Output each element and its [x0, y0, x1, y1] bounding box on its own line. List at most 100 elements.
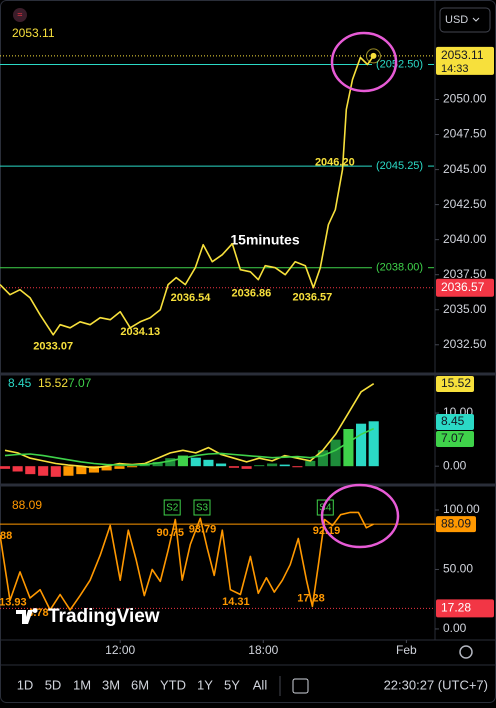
chevron	[472, 17, 480, 22]
histogram-bar	[254, 465, 265, 467]
highlight-circle	[330, 31, 398, 93]
price-tag-label: 2036.57	[441, 280, 485, 294]
histogram-bar	[76, 466, 87, 475]
y-tick-label: 2045.00	[443, 162, 487, 176]
histogram-bar	[305, 460, 316, 467]
histogram-bar	[88, 466, 100, 473]
y-tick-label: 50.00	[443, 562, 473, 576]
value-tag-label: 15.52	[441, 376, 471, 390]
price-tag-label: 17.28	[441, 601, 471, 615]
histogram-bar	[330, 439, 341, 467]
price-tag	[436, 46, 494, 75]
last-price: 2053.11	[12, 26, 55, 40]
legend-value: 15.52	[38, 376, 68, 390]
point-label: 2046.20	[315, 157, 355, 169]
histogram-bar	[127, 466, 138, 468]
range-button[interactable]: 1M	[73, 677, 91, 692]
plots: 2032.50 2035.00 2037.50 2040.00 2042.50 2045.…	[0, 46, 494, 657]
histogram-bar	[292, 466, 303, 468]
legend-value: 7.07	[68, 376, 92, 390]
date-range-button[interactable]	[292, 678, 309, 694]
logo-mark	[16, 608, 38, 624]
last-point-halo	[365, 48, 381, 64]
histogram-bar	[63, 466, 74, 476]
currency-button[interactable]	[439, 7, 491, 33]
logo: TradingView	[16, 606, 160, 627]
price-tag	[436, 278, 494, 297]
histogram-bar	[165, 458, 176, 467]
level-label: (2045.25)	[376, 160, 423, 172]
y-tick-label: 2032.50	[443, 337, 487, 351]
y-tick-label: 0.00	[443, 621, 467, 635]
y-tick-label: 2047.50	[443, 127, 487, 141]
y-tick-label: 2040.00	[443, 232, 487, 246]
point-label: 2033.07	[33, 341, 73, 353]
histogram-bar	[279, 464, 290, 467]
level-label: (2038.00)	[376, 262, 423, 274]
series-line	[0, 55, 375, 336]
y-tick-label: 100.00	[443, 502, 480, 516]
pane-overlay: 2032.50 2035.00 2037.50 2040.00 2042.50 2045.…	[33, 46, 494, 353]
series-line	[0, 511, 374, 611]
value-tag	[436, 414, 474, 430]
y-tick-label: 0.00	[443, 458, 467, 472]
legend-value: 88.09	[12, 498, 42, 512]
range-button[interactable]: 5D	[45, 677, 62, 692]
price-tag	[436, 599, 494, 618]
last-point	[370, 52, 377, 59]
histogram-bar	[228, 466, 240, 468]
histogram-bar	[241, 466, 252, 469]
value-tag	[436, 516, 476, 533]
range-button[interactable]: 6M	[131, 677, 149, 692]
value-tag	[436, 376, 474, 392]
histogram-bar	[0, 466, 11, 469]
histogram-bar	[12, 466, 23, 472]
settings-button[interactable]	[459, 645, 473, 659]
histogram-bar	[356, 423, 367, 467]
point-label: 2036.54	[171, 292, 212, 304]
signal-box	[193, 499, 211, 516]
y-tick-label: 2050.00	[443, 92, 487, 106]
point-label: 88	[0, 530, 12, 542]
symbol-icon	[13, 8, 27, 22]
series-line	[4, 427, 375, 466]
value-tag-label: 7.07	[441, 431, 465, 445]
highlight-circle	[320, 483, 400, 549]
x-tick-label: Feb	[396, 643, 417, 657]
range-button[interactable]: YTD	[160, 677, 186, 692]
histogram-bar	[50, 466, 61, 477]
value-tag	[436, 431, 474, 447]
signal-label: S4	[319, 503, 332, 514]
histogram-bar	[203, 459, 214, 467]
signal-label: S3	[196, 503, 209, 514]
currency[interactable]: USD	[445, 14, 468, 26]
range-button[interactable]: 3M	[102, 677, 120, 692]
histogram-bar	[152, 461, 163, 467]
level-label: (2052.50)	[376, 58, 423, 70]
point-label: 2036.86	[231, 288, 271, 300]
price-tag-time: 14:33	[441, 63, 469, 75]
point-label: 17.28	[297, 592, 325, 604]
histogram-bar	[25, 466, 36, 475]
range-button[interactable]: 5Y	[224, 677, 240, 692]
y-tick-label: 2037.50	[443, 267, 487, 281]
symbol-icon-glyph: ≈	[18, 9, 23, 19]
price-tag-label: 2053.11	[441, 48, 484, 62]
range-button[interactable]: All	[253, 677, 268, 692]
pane-overlay: 0.00 50.00 100.00 17.28 88.09 88.09 12:00 18:00…	[0, 498, 494, 657]
range-button[interactable]: 1Y	[197, 677, 213, 692]
y-tick-label: 2035.00	[443, 302, 487, 316]
value-tag-label: 88.09	[441, 516, 471, 530]
range-button[interactable]: 1D	[17, 677, 34, 692]
histogram-bar	[38, 466, 49, 476]
point-label: 2036.57	[293, 292, 333, 304]
histogram-bar	[267, 463, 278, 467]
legend-value: 8.45	[8, 376, 32, 390]
logo-text: TradingView	[48, 606, 160, 627]
pane	[0, 383, 379, 477]
histogram-bar	[177, 455, 188, 467]
point-label: 2034.13	[120, 326, 160, 338]
y-tick-label: 2042.50	[443, 197, 487, 211]
